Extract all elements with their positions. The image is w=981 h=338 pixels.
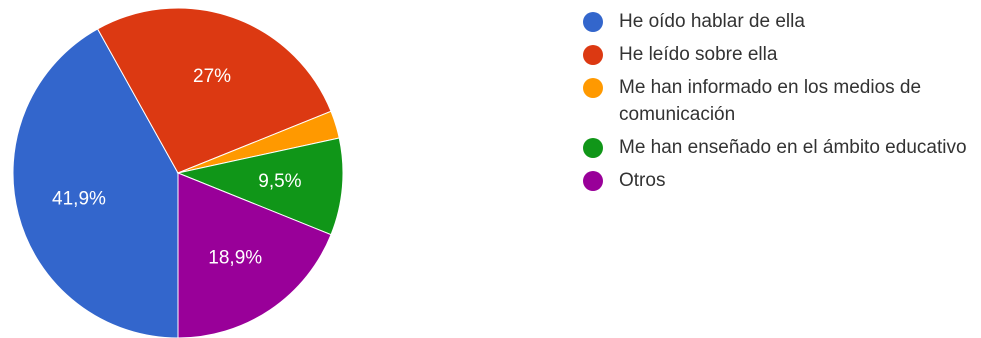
legend-swatch-icon bbox=[583, 78, 603, 98]
pie-chart: 41,9% 27% 9,5% 18,9% bbox=[12, 7, 344, 338]
legend-swatch-icon bbox=[583, 138, 603, 158]
legend-item-0[interactable]: He oído hablar de ella bbox=[583, 8, 975, 35]
pie-slice-1[interactable] bbox=[96, 7, 332, 174]
legend-item-2[interactable]: Me han informado en los medios de comuni… bbox=[583, 74, 975, 128]
legend-label: He leído sobre ella bbox=[619, 44, 778, 65]
pie-slice-4[interactable] bbox=[177, 172, 332, 338]
legend-label: Otros bbox=[619, 170, 666, 191]
legend-label: Me han informado en los medios de comuni… bbox=[619, 77, 922, 125]
legend: He oído hablar de ella He leído sobre ell… bbox=[583, 8, 975, 200]
pie-slice-label-3: 9,5% bbox=[258, 171, 301, 192]
legend-item-3[interactable]: Me han enseñado en el ámbito educativo bbox=[583, 134, 975, 161]
pie-slice-label-1: 27% bbox=[193, 66, 231, 87]
pie-slice-label-0: 41,9% bbox=[52, 188, 106, 209]
pie-slice-3[interactable] bbox=[176, 137, 344, 236]
legend-item-1[interactable]: He leído sobre ella bbox=[583, 41, 975, 68]
legend-swatch-icon bbox=[583, 171, 603, 191]
legend-item-4[interactable]: Otros bbox=[583, 167, 975, 194]
legend-swatch-icon bbox=[583, 45, 603, 65]
legend-label: He oído hablar de ella bbox=[619, 11, 805, 32]
pie-slice-label-4: 18,9% bbox=[208, 247, 262, 268]
legend-swatch-icon bbox=[583, 12, 603, 32]
legend-label: Me han enseñado en el ámbito educativo bbox=[619, 137, 967, 158]
pie-slice-0[interactable] bbox=[12, 28, 179, 338]
